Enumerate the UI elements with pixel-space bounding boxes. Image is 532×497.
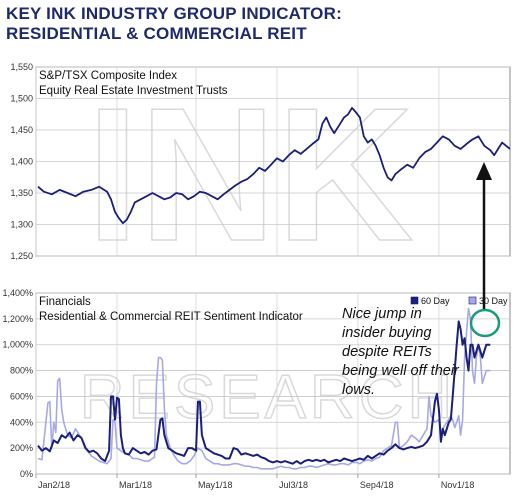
y-tick-label: 0% [20,469,33,479]
legend-swatch [468,296,477,305]
y-tick-label: 1,450 [10,125,33,135]
highlight-circle [469,308,501,338]
y-tick-label: 800% [10,366,33,376]
title-line-1: KEY INK INDUSTRY GROUP INDICATOR: [6,4,342,23]
annotation-line-4: being well off their [342,363,460,379]
x-tick-label: Mar1/18 [119,480,152,490]
y-tick-label: 1,350 [10,188,33,198]
index-panel: 1,250 1,300 1,350 1,400 1,450 1,500 1,550 S&P/T… [10,62,511,261]
y-tick-label: 1,500 [10,94,33,104]
panel-title-line: Financials [39,296,91,308]
sentiment-panel: 0% 200% 400% 600% 800% 1,000% 1,200% 1,400% Fina… [2,288,511,490]
annotation-text: Nice jump in insider buying despite REIT… [342,306,463,398]
y-tick-label: 1,000% [2,340,33,350]
x-tick-label: Nov1/18 [441,480,475,490]
x-tick-label: Jul3/18 [279,480,308,490]
series-line-30-day [37,307,491,470]
y-tick-label: 1,200% [2,314,33,324]
annotation-line-2: insider buying [342,325,431,341]
annotation-line-1: Nice jump in [342,306,422,322]
watermark-research: RESEARCH [80,363,457,432]
series-line-index [37,107,511,225]
title-line-2: RESIDENTIAL & COMMERCIAL REIT [6,24,307,43]
y-tick-label: 1,400 [10,157,33,167]
annotation-line-3: despite REITs [342,344,432,360]
panel-title-line: Residential & Commercial REIT Sentiment … [39,311,303,323]
legend-swatch [410,296,419,305]
legend-label: 60 Day [421,296,450,306]
y-tick-label: 400% [10,417,33,427]
y-tick-label: 1,550 [10,62,33,72]
annotation-callout: Nice jump in insider buying despite REIT… [342,162,501,398]
annotation-line-5: lows. [342,382,375,398]
arrow-head [476,162,492,180]
page-title: KEY INK INDUSTRY GROUP INDICATOR: RESIDE… [6,4,342,44]
y-tick-label: 1,250 [10,251,33,261]
watermark-ink: INK [86,69,413,281]
panel-title-line: Equity Real Estate Investment Trusts [39,85,228,97]
x-tick-label: May1/18 [198,480,233,490]
legend-label: 30 Day [479,296,508,306]
x-tick-label: Sep4/18 [360,480,394,490]
y-tick-label: 600% [10,391,33,401]
series-line-60-day [37,320,491,465]
x-tick-label: Jan2/18 [38,480,70,490]
panel-title-line: S&P/TSX Composite Index [39,70,177,82]
y-tick-label: 1,300 [10,220,33,230]
y-tick-label: 1,400% [2,288,33,298]
y-tick-label: 200% [10,443,33,453]
